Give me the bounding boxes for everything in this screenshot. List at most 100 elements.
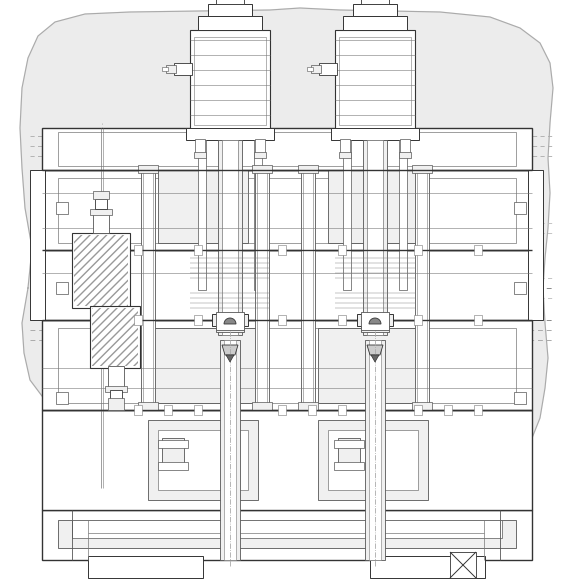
Bar [72,520,502,538]
Bar [194,405,202,415]
Bar [414,405,422,415]
Bar [339,37,411,125]
Bar [194,152,206,158]
Bar [158,170,248,243]
Bar [58,328,516,403]
Bar [298,402,318,410]
Bar [141,170,155,410]
Bar [328,430,418,490]
Bar [252,165,272,173]
Bar [212,314,248,326]
Bar [308,405,316,415]
Bar [301,170,315,410]
Bar [338,405,346,415]
Bar [148,420,258,500]
Bar [72,233,130,308]
Bar [194,315,202,325]
Bar [190,30,270,130]
Bar [105,386,127,392]
Bar [334,440,364,448]
Bar [363,140,387,335]
Bar [42,410,532,510]
Bar [58,520,516,548]
Bar [198,140,206,290]
Bar [367,140,383,335]
Bar [194,37,266,125]
Bar [218,140,242,335]
Bar [303,170,313,410]
Bar [58,178,516,243]
Bar [134,315,142,325]
Bar [528,170,543,320]
Bar [450,552,476,578]
Bar [255,139,265,154]
Bar [158,462,188,470]
Bar [412,402,432,410]
Bar [252,402,272,410]
Bar [174,63,192,75]
Bar [56,282,68,294]
Bar [108,366,124,388]
Bar [166,65,176,73]
Bar [318,420,428,500]
Bar [162,67,168,71]
Bar [414,245,422,255]
Bar [257,170,267,410]
Bar [56,392,68,404]
Bar [399,140,407,290]
Bar [195,139,205,154]
Bar [224,340,236,560]
Polygon shape [367,345,383,355]
Bar [90,306,140,368]
Bar [42,170,532,250]
Bar [56,202,68,214]
Bar [254,140,262,290]
Bar [339,152,351,158]
Bar [444,405,452,415]
Bar [474,245,482,255]
Bar [134,245,142,255]
Bar [255,170,269,410]
Bar [42,250,532,320]
Bar [311,65,321,73]
Bar [370,556,485,578]
Polygon shape [226,355,234,362]
Bar [138,165,158,173]
Bar [222,140,238,335]
Bar [514,202,526,214]
Bar [357,314,393,326]
Bar [208,4,252,16]
Bar [417,170,427,410]
Bar [369,340,381,560]
Bar [194,245,202,255]
Bar [361,312,389,330]
Bar [108,398,124,410]
Bar [338,315,346,325]
Bar [216,312,244,330]
Bar [134,405,142,415]
Bar [30,170,45,320]
Bar [335,30,415,130]
Bar [164,405,172,415]
Bar [340,139,350,154]
Bar [334,462,364,470]
Polygon shape [371,355,379,362]
Bar [415,170,429,410]
Bar [42,320,532,410]
Bar [93,213,109,233]
Bar [42,128,532,170]
Polygon shape [20,8,553,542]
Bar [42,510,532,560]
Polygon shape [222,345,238,355]
Bar [361,317,389,332]
Bar [220,340,240,560]
Bar [148,328,258,403]
Bar [338,245,346,255]
Bar [343,140,351,290]
Bar [216,317,244,332]
Bar [328,170,418,243]
Wedge shape [369,318,381,324]
Bar [414,315,422,325]
Bar [331,128,419,140]
Bar [353,4,397,16]
